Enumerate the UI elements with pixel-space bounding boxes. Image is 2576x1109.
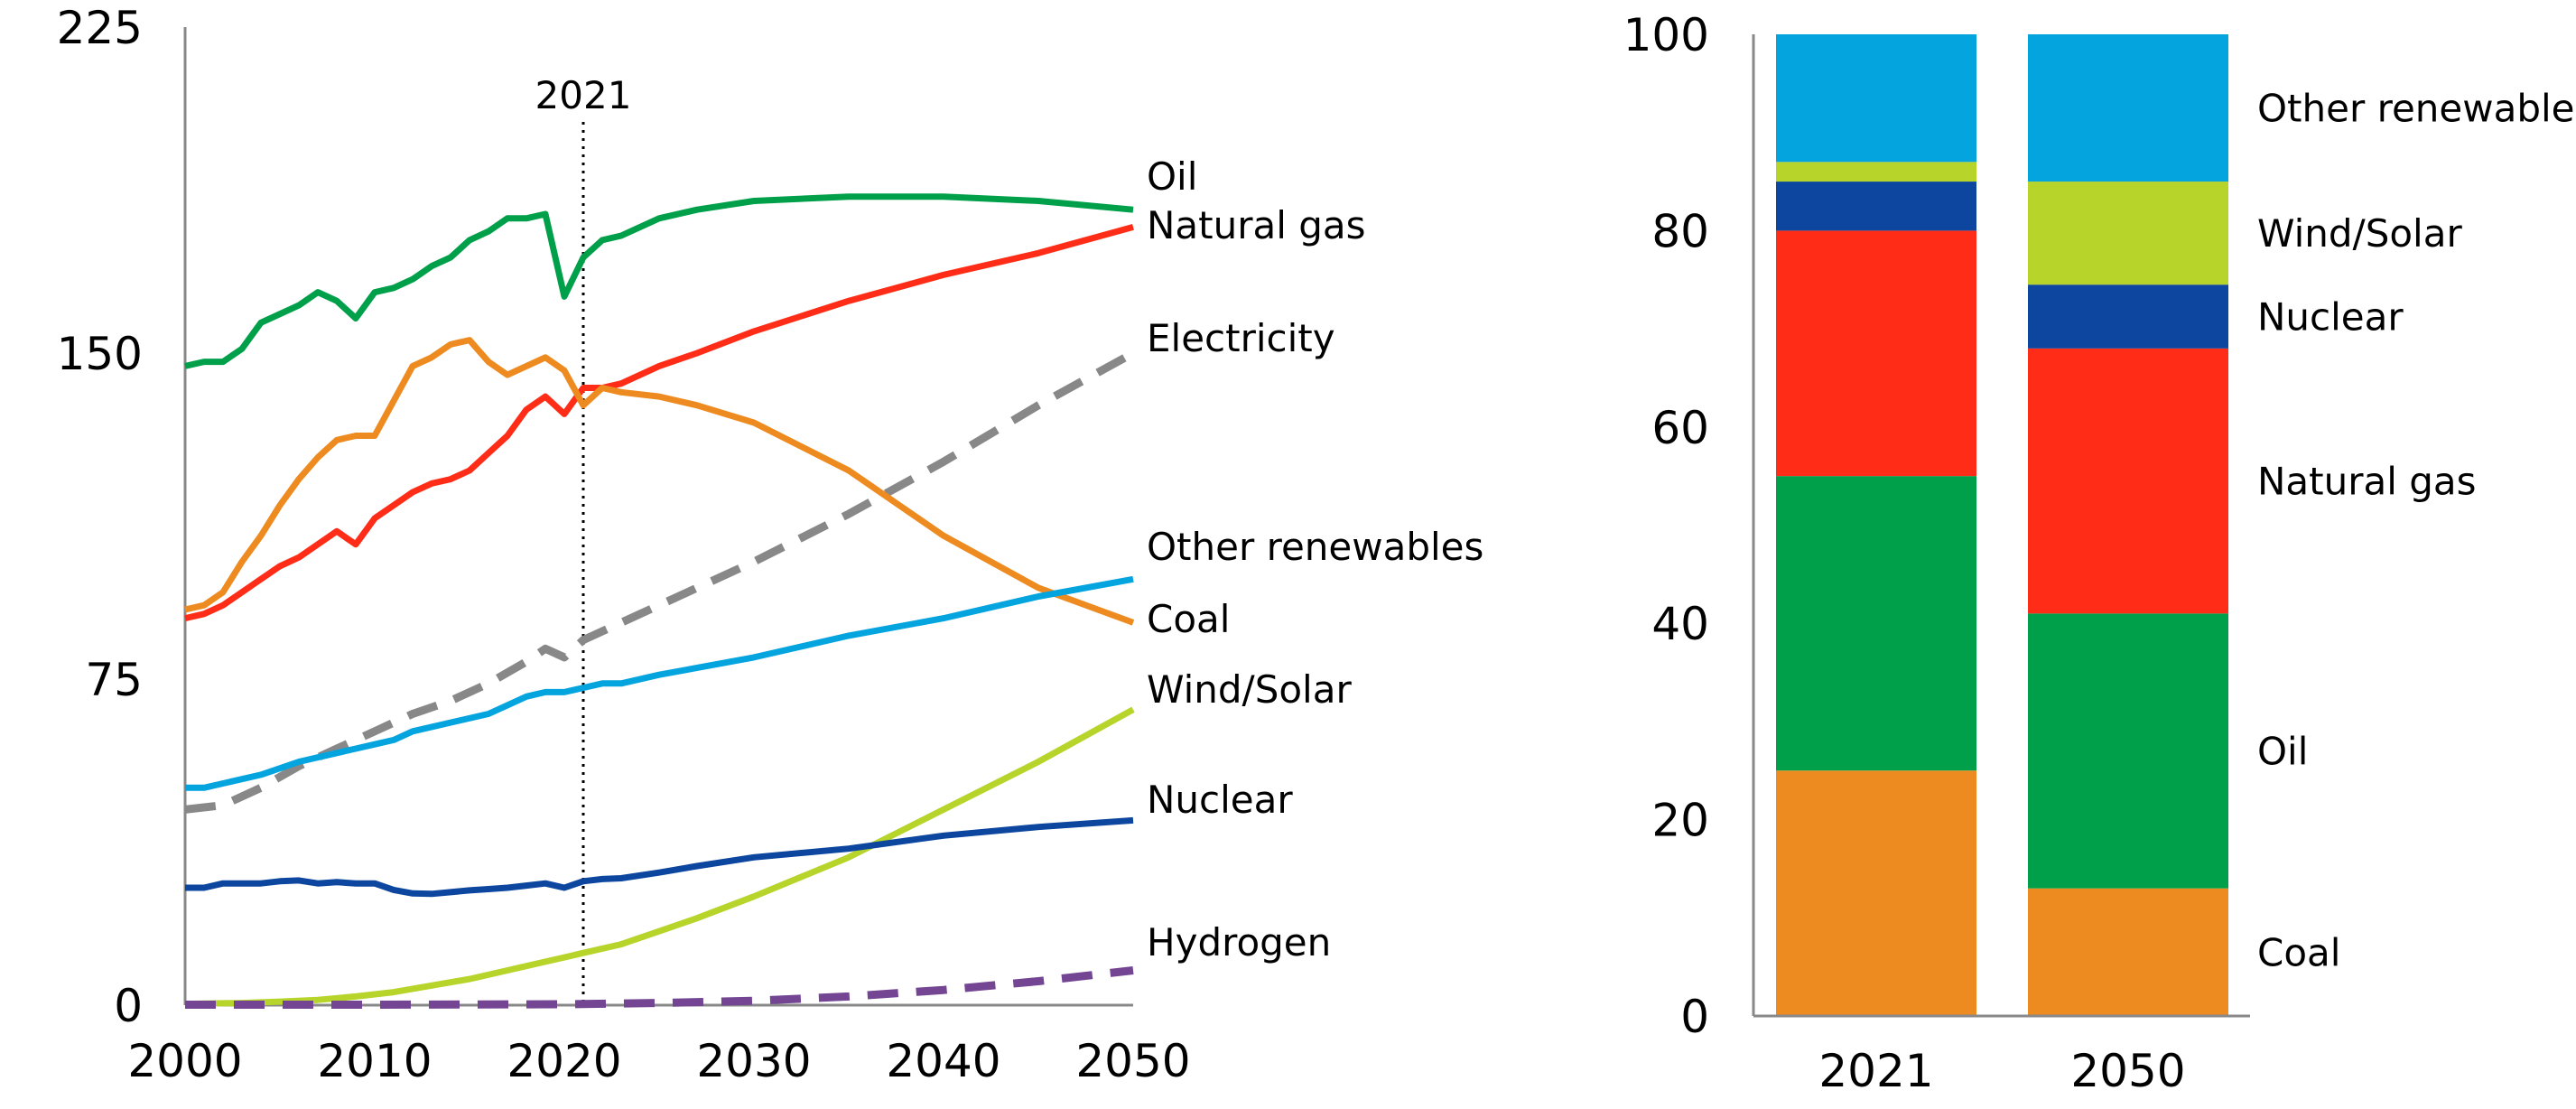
bar-segment-wind-solar-2050	[2028, 182, 2228, 285]
bar-segment-oil-2050	[2028, 613, 2228, 889]
y-tick-label: 20	[1651, 795, 1709, 847]
y-tick-label: 0	[1680, 991, 1709, 1043]
series-line-other-renewables	[185, 575, 1134, 791]
x-tick-label: 2010	[317, 1035, 432, 1087]
x-tick-label: 2050	[1075, 1035, 1190, 1087]
series-line-electricity	[184, 349, 1136, 814]
series-line-natural-gas	[184, 224, 1134, 622]
bar-segment-wind-solar-2021	[1776, 162, 1976, 182]
segment-label-other-renewables: Other renewables	[2257, 87, 2576, 131]
series-line-coal	[184, 337, 1135, 626]
line-chart: 0 75 150 225 2000 2010 2020 2030 2040 2050 2021 Oil…	[57, 2, 1484, 1087]
x-tick-label: 2020	[507, 1035, 621, 1087]
series-line-hydrogen	[185, 966, 1134, 1009]
stacked-bar-chart: 0 20 40 60 80 100 2021 2050 Coal Oil Natural gas Nu…	[1623, 9, 2576, 1097]
series-line-nuclear	[185, 816, 1134, 898]
y-tick-label: 0	[114, 980, 143, 1032]
bar-segment-oil-2021	[1776, 476, 1976, 771]
x-tick-label: 2000	[127, 1035, 242, 1087]
segment-label-coal: Coal	[2257, 930, 2340, 974]
segment-label-oil: Oil	[2257, 730, 2308, 774]
segment-label-natural-gas: Natural gas	[2257, 460, 2477, 504]
x-tick-label: 2021	[1818, 1045, 1933, 1097]
y-tick-label: 75	[85, 654, 143, 706]
marker-label-2021: 2021	[535, 73, 632, 117]
segment-label-wind-solar: Wind/Solar	[2257, 211, 2462, 256]
bar-segment-natural-gas-2021	[1776, 230, 1976, 477]
y-tick-label: 225	[57, 2, 143, 54]
series-line-oil	[184, 193, 1134, 369]
series-label-wind-solar: Wind/Solar	[1147, 667, 1352, 712]
x-tick-label: 2030	[696, 1035, 811, 1087]
segment-label-nuclear: Nuclear	[2257, 295, 2404, 340]
series-label-coal: Coal	[1147, 597, 1230, 641]
series-label-oil: Oil	[1147, 154, 1197, 199]
series-label-electricity: Electricity	[1147, 316, 1335, 360]
x-tick-label: 2040	[886, 1035, 1000, 1087]
y-tick-label: 80	[1651, 205, 1709, 257]
y-tick-label: 60	[1651, 402, 1709, 454]
bar-segment-nuclear-2050	[2028, 284, 2228, 349]
x-tick-label: 2050	[2070, 1045, 2185, 1097]
bar-segment-other-renewables-2050	[2028, 34, 2228, 182]
series-label-hydrogen: Hydrogen	[1147, 920, 1331, 965]
series-label-nuclear: Nuclear	[1147, 778, 1293, 822]
y-tick-label: 150	[57, 328, 143, 380]
y-tick-label: 40	[1651, 598, 1709, 650]
bar-segment-coal-2050	[2028, 888, 2228, 1016]
bar-segment-other-renewables-2021	[1776, 34, 1976, 163]
bar-segment-coal-2021	[1776, 770, 1976, 1016]
series-label-natural-gas: Natural gas	[1147, 203, 1366, 247]
bar-segment-natural-gas-2050	[2028, 348, 2228, 614]
bar-segment-nuclear-2021	[1776, 182, 1976, 231]
y-tick-label: 100	[1623, 9, 1709, 61]
series-line-wind-solar	[184, 706, 1135, 1008]
series-label-other-renewables: Other renewables	[1147, 525, 1483, 569]
